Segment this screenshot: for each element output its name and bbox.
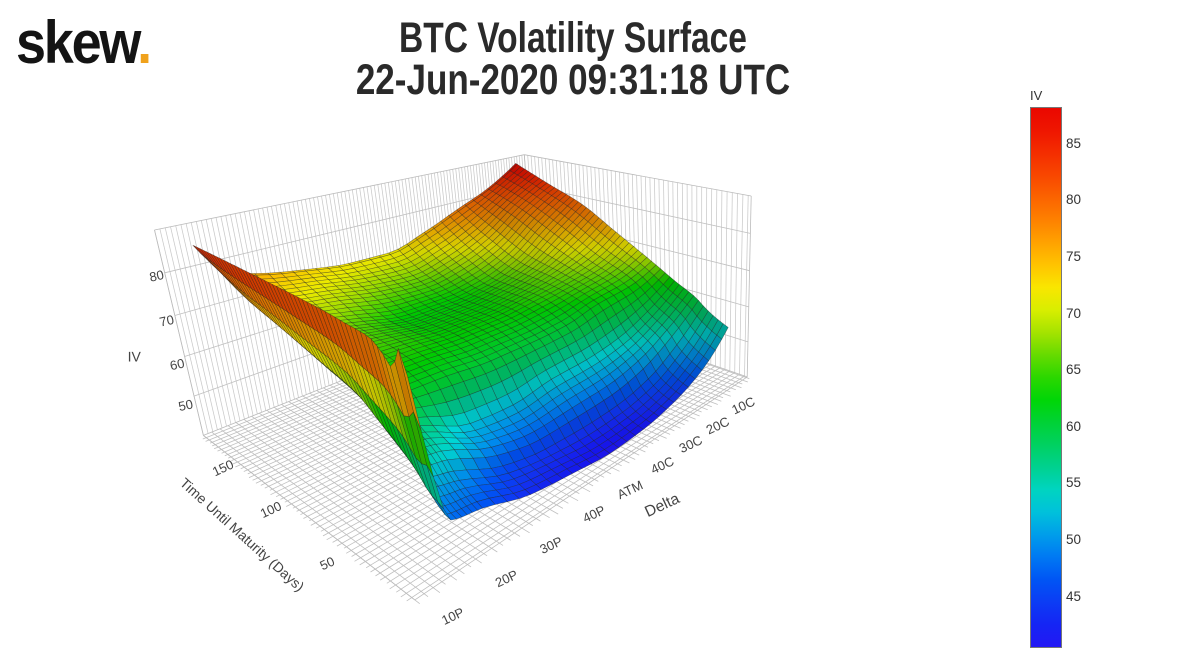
svg-text:70: 70	[158, 312, 175, 330]
svg-text:80: 80	[148, 267, 165, 285]
svg-text:50: 50	[177, 396, 194, 414]
svg-text:50: 50	[317, 554, 336, 574]
svg-text:60: 60	[169, 355, 186, 373]
svg-text:IV: IV	[128, 348, 142, 364]
